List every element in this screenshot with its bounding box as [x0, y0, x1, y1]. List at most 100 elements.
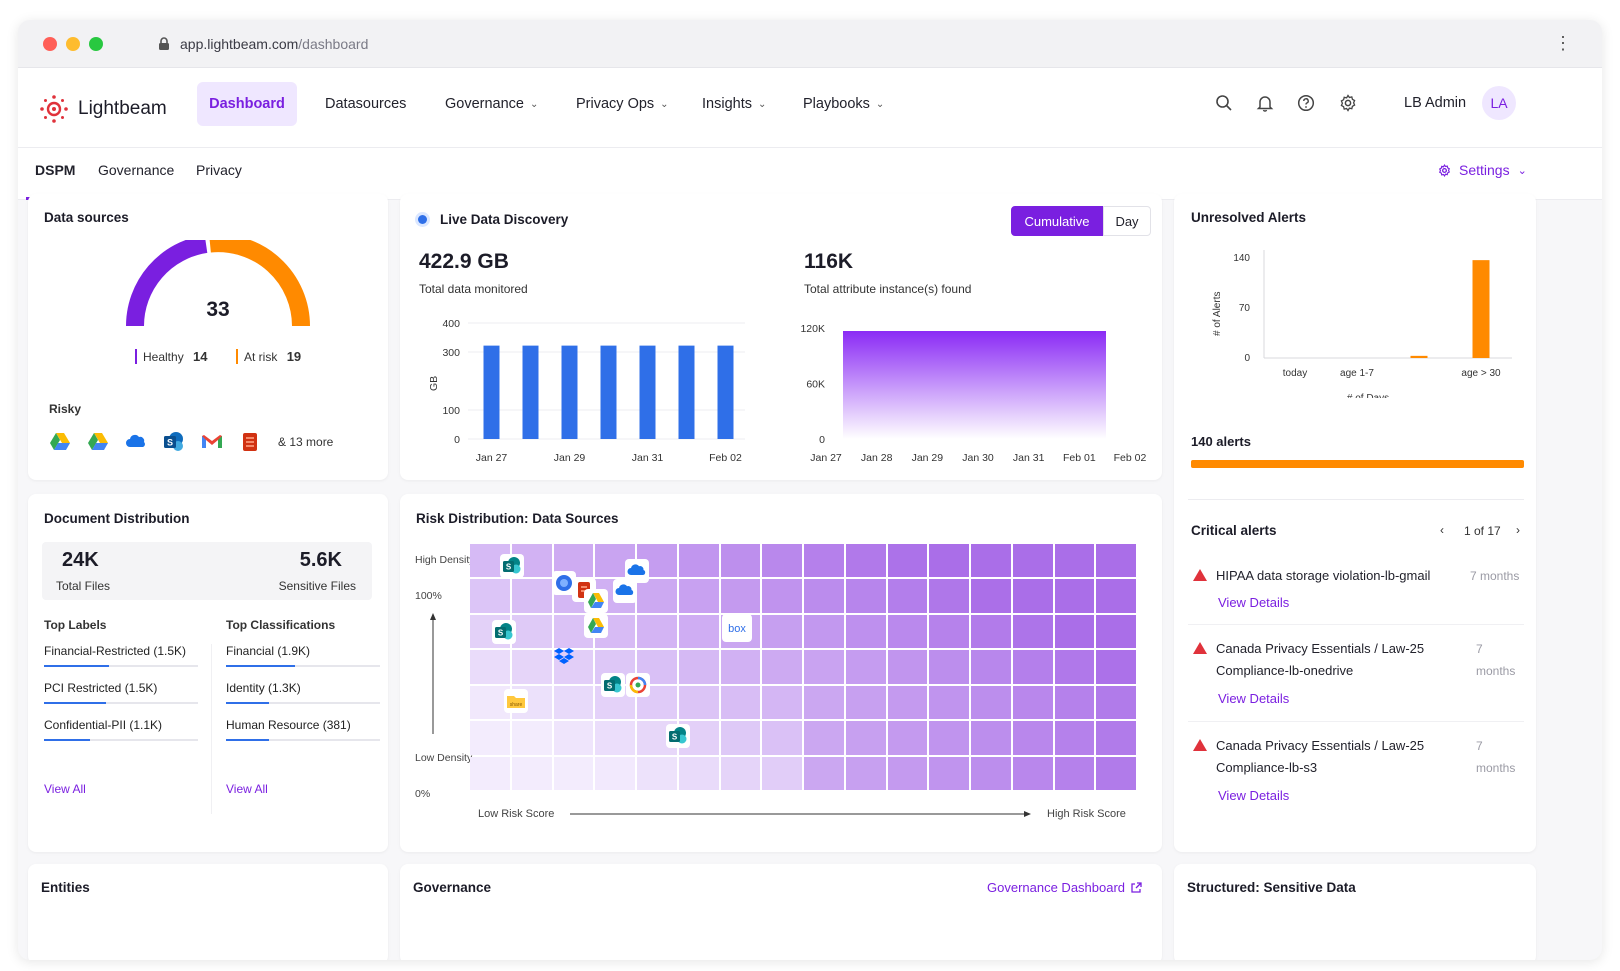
more-sources-link[interactable]: & 13 more	[278, 435, 334, 449]
label-item[interactable]: Confidential-PII (1.1K)	[44, 718, 163, 732]
card-title: Structured: Sensitive Data	[1187, 880, 1356, 895]
nav-insights[interactable]: Insights ⌄	[688, 82, 780, 126]
view-details-link[interactable]: View Details	[1218, 691, 1290, 706]
label-item[interactable]: Financial-Restricted (1.5K)	[44, 644, 187, 658]
bar	[561, 345, 578, 439]
gmail-icon[interactable]	[200, 430, 224, 454]
google-drive-icon[interactable]	[584, 614, 608, 638]
bar	[1472, 260, 1490, 358]
cumulative-toggle[interactable]: Cumulative	[1011, 206, 1103, 236]
x-tick-label: Feb 02	[709, 452, 742, 464]
close-window-button[interactable]	[43, 37, 57, 51]
sharepoint-icon[interactable]: S	[500, 554, 524, 578]
card-title: Live Data Discovery	[440, 212, 569, 227]
dropbox-icon[interactable]	[552, 644, 576, 668]
nav-governance[interactable]: Governance ⌄	[431, 82, 552, 126]
google-cloud-icon[interactable]	[626, 673, 650, 697]
data-sources-gauge	[126, 240, 310, 327]
heatmap-cell	[804, 544, 844, 578]
heatmap-cell	[845, 544, 886, 578]
high-risk-label: High Risk Score	[1047, 808, 1126, 820]
heatmap-cell	[637, 756, 677, 790]
nav-dashboard[interactable]: Dashboard	[197, 82, 297, 126]
label-item[interactable]: PCI Restricted (1.5K)	[44, 681, 158, 695]
sharepoint-icon[interactable]: S	[601, 673, 625, 697]
avatar[interactable]: LA	[1482, 86, 1516, 120]
heatmap-cell	[720, 544, 761, 578]
y-tick-label: 0	[1244, 353, 1250, 364]
y-tick-label: 140	[1233, 253, 1250, 264]
tab-privacy[interactable]: Privacy	[196, 162, 242, 178]
x-tick-label: Feb 02	[1114, 452, 1147, 464]
bar	[678, 345, 695, 439]
heatmap-cell	[845, 685, 886, 720]
label-item[interactable]: Identity (1.3K)	[226, 681, 301, 695]
heatmap-cell	[804, 685, 844, 720]
heatmap-cell	[1096, 579, 1136, 613]
nav-playbooks[interactable]: Playbooks ⌄	[789, 82, 898, 126]
nav-privacy-ops[interactable]: Privacy Ops ⌄	[562, 82, 683, 126]
view-all-labels-link[interactable]: View All	[44, 782, 86, 796]
label-bar-track	[44, 702, 198, 704]
tab-dspm[interactable]: DSPM	[35, 162, 76, 178]
dynamics-icon[interactable]	[552, 571, 576, 595]
chevron-down-icon: ⌄	[757, 98, 767, 110]
help-icon[interactable]	[1297, 94, 1315, 112]
bell-icon[interactable]	[1256, 94, 1274, 112]
view-details-link[interactable]: View Details	[1218, 788, 1290, 803]
tab-governance[interactable]: Governance	[98, 162, 175, 178]
day-toggle[interactable]: Day	[1103, 206, 1151, 236]
browser-menu-icon[interactable]: ⋮	[1554, 33, 1572, 53]
google-drive-icon[interactable]	[48, 430, 72, 454]
pager-prev-icon[interactable]: ‹	[1440, 523, 1444, 537]
top-navigation: Lightbeam Dashboard Datasources Governan…	[18, 68, 1602, 148]
maximize-window-button[interactable]	[89, 37, 103, 51]
onedrive-icon[interactable]	[124, 430, 148, 454]
view-details-link[interactable]: View Details	[1218, 595, 1290, 610]
bar	[639, 345, 656, 439]
sharepoint-icon[interactable]: S	[162, 430, 186, 454]
alert-age: 7 months	[1470, 569, 1520, 583]
minimize-window-button[interactable]	[66, 37, 80, 51]
heatmap-cell	[1012, 614, 1053, 649]
sharepoint-icon[interactable]: S	[492, 620, 516, 644]
y-tick-label: 400	[442, 318, 460, 330]
svg-text:S: S	[607, 682, 613, 691]
heatmap-cell	[678, 685, 719, 720]
view-all-classifications-link[interactable]: View All	[226, 782, 268, 796]
box-icon[interactable]: box	[722, 614, 752, 642]
search-icon[interactable]	[1215, 94, 1233, 112]
sharepoint-icon[interactable]: S	[666, 724, 690, 748]
alert-age-unit: months	[1476, 761, 1516, 775]
bar	[1410, 355, 1428, 358]
google-drive-icon[interactable]	[584, 589, 608, 613]
onedrive-icon[interactable]	[625, 559, 649, 583]
pager-next-icon[interactable]: ›	[1516, 523, 1520, 537]
google-drive-icon[interactable]	[86, 430, 110, 454]
brand-logo[interactable]: Lightbeam	[36, 94, 167, 124]
user-name[interactable]: LB Admin	[1404, 95, 1467, 111]
nav-datasources[interactable]: Datasources	[311, 82, 420, 126]
label-item[interactable]: Human Resource (381)	[226, 718, 351, 732]
warning-icon	[1193, 739, 1207, 751]
file-share-icon[interactable]: share	[504, 689, 528, 713]
address-bar[interactable]: app.lightbeam.com/dashboard	[158, 30, 368, 58]
y-tick-label: 0	[454, 434, 460, 446]
governance-dashboard-link[interactable]: Governance Dashboard	[987, 880, 1142, 895]
heatmap-cell	[1012, 685, 1053, 720]
aws-s3-icon[interactable]	[238, 430, 262, 454]
alerts-card: Unresolved Alerts 0 70 140 # of Alerts today…	[1174, 194, 1536, 852]
heatmap-cell	[1012, 544, 1053, 578]
gear-icon[interactable]	[1339, 94, 1357, 112]
heatmap-cell	[595, 756, 635, 790]
svg-text:S: S	[506, 563, 512, 572]
nav-privacy-ops-label: Privacy Ops	[576, 96, 655, 112]
y-tick-label: 100	[442, 405, 460, 417]
label-item[interactable]: Financial (1.9K)	[226, 644, 311, 658]
settings-button[interactable]: Settings ⌄	[1438, 162, 1527, 178]
onedrive-icon[interactable]	[613, 579, 637, 603]
card-title: Document Distribution	[44, 511, 190, 526]
heatmap-cell	[678, 756, 719, 790]
heatmap-cell	[971, 650, 1011, 684]
heatmap-cell	[1012, 721, 1053, 755]
